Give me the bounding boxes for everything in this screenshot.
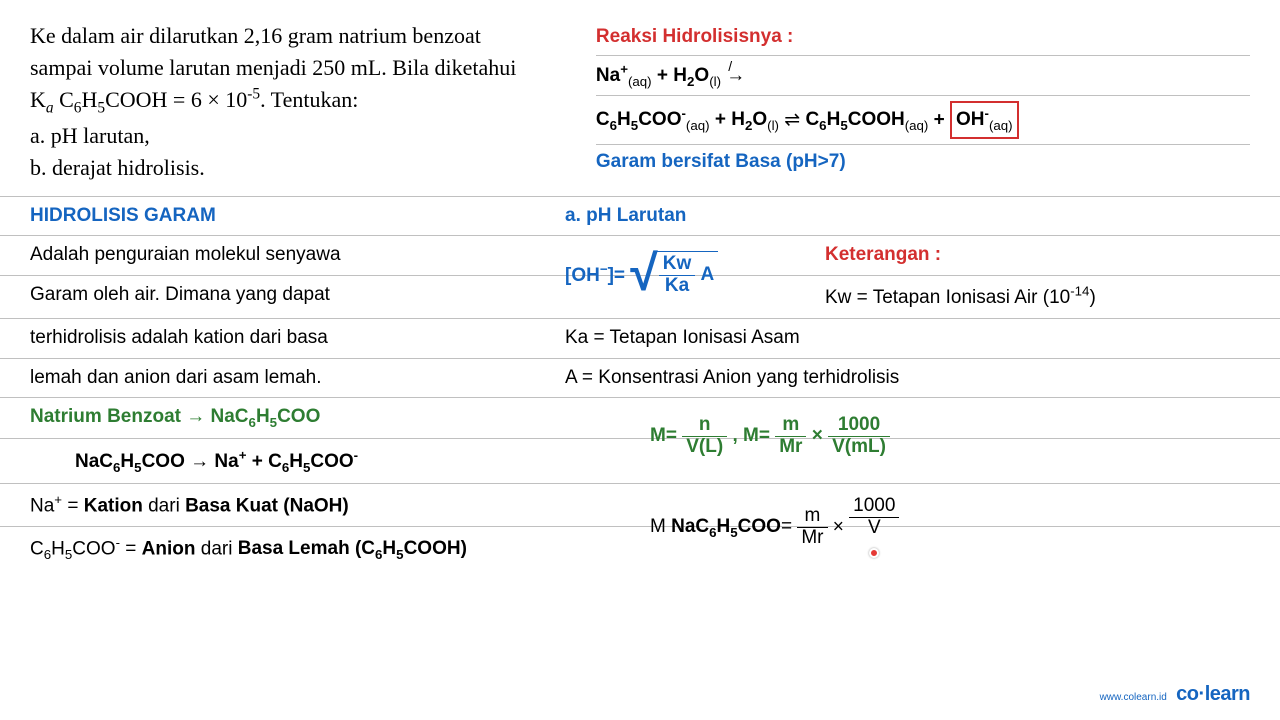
problem-line3: Ka C6H5COOH = 6 × 10-5. Tentukan: (30, 87, 358, 112)
page-content: Ke dalam air dilarutkan 2,16 gram natriu… (0, 0, 1280, 194)
row-7: Na+ = Kation dari Basa Kuat (NaOH) M NaC… (0, 484, 1280, 527)
left-r4: lemah dan anion dari asam lemah. (30, 367, 322, 388)
problem-item-b: b. derajat hidrolisis. (30, 155, 205, 180)
footer: www.colearn.id co·learn (1100, 683, 1250, 706)
header-row: HIDROLISIS GARAM a. pH Larutan (0, 197, 1280, 237)
definition-rows: HIDROLISIS GARAM a. pH Larutan Adalah pe… (0, 196, 1280, 571)
left-heading: HIDROLISIS GARAM (30, 205, 216, 226)
right-column-top: Reaksi Hidrolisisnya : Na+(aq) + H2O(l) … (596, 20, 1250, 194)
left-r7: Na+ = Kation dari Basa Kuat (NaOH) (0, 491, 560, 519)
row-3: terhidrolisis adalah kation dari basa Ka… (0, 319, 1280, 359)
highlighted-product: OH-(aq) (950, 101, 1019, 138)
molarity-final: M NaC6H5COO= mMr × 1000V (650, 496, 899, 560)
left-column: Ke dalam air dilarutkan 2,16 gram natriu… (30, 20, 576, 194)
left-r5: Natrium Benzoat → NaC6H5COO (30, 406, 320, 427)
row-5: Natrium Benzoat → NaC6H5COO M= nV(L) , M… (0, 398, 1280, 439)
left-r2: Garam oleh air. Dimana yang dapat (30, 284, 330, 305)
footer-brand: co·learn (1176, 683, 1250, 705)
problem-statement: Ke dalam air dilarutkan 2,16 gram natriu… (30, 20, 576, 184)
ket-kw: Kw = Tetapan Ionisasi Air (10-14) (825, 287, 1096, 308)
left-r6: NaC6H5COO → Na+ + C6H5COO- (75, 451, 358, 472)
hydrolysis-conclusion: Garam bersifat Basa (pH>7) (596, 145, 1250, 180)
problem-line1: Ke dalam air dilarutkan 2,16 gram natriu… (30, 23, 481, 48)
row-1: Adalah penguraian molekul senyawa [OH−]=… (0, 236, 1280, 276)
hydrolysis-eq1: Na+(aq) + H2O(l) →/ (596, 56, 1250, 96)
hydrolysis-eq2: C6H5COO-(aq) + H2O(l) ⇌ C6H5COOH(aq) + O… (596, 96, 1250, 144)
row-8: C6H5COO- = Anion dari Basa Lemah (C6H5CO… (0, 527, 1280, 570)
left-r3: terhidrolisis adalah kation dari basa (30, 327, 328, 348)
ket-ka: Ka = Tetapan Ionisasi Asam (565, 327, 800, 348)
sqrt-expression: √ KwKa A (630, 251, 718, 301)
right-heading: a. pH Larutan (565, 205, 686, 226)
hydrolysis-title: Reaksi Hidrolisisnya : (596, 20, 1250, 56)
ket-a: A = Konsentrasi Anion yang terhidrolisis (565, 367, 899, 388)
problem-line2: sampai volume larutan menjadi 250 mL. Bi… (30, 55, 516, 80)
left-r1: Adalah penguraian molekul senyawa (30, 244, 341, 265)
molarity-formulas: M= nV(L) , M= mMr × 1000V(mL) (650, 415, 890, 458)
keterangan-title: Keterangan : (825, 244, 941, 265)
row-6: NaC6H5COO → Na+ + C6H5COO- (0, 439, 1280, 483)
footer-url: www.colearn.id (1100, 692, 1167, 703)
cursor-dot (869, 548, 879, 558)
row-4: lemah dan anion dari asam lemah. A = Kon… (0, 359, 1280, 399)
oh-formula-lhs: [OH−]= (565, 265, 630, 286)
problem-item-a: a. pH larutan, (30, 123, 150, 148)
left-r8: C6H5COO- = Anion dari Basa Lemah (C6H5CO… (0, 534, 560, 563)
